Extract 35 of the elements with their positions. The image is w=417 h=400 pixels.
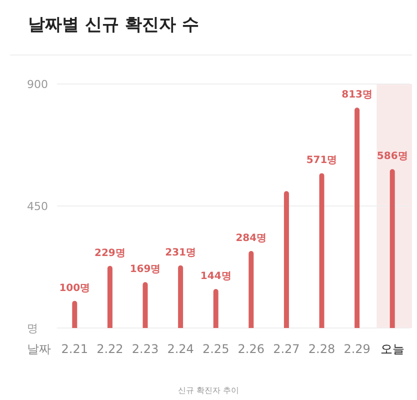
bar xyxy=(319,173,324,328)
x-tick-label: 2.24 xyxy=(167,342,194,356)
bar xyxy=(248,251,254,328)
chart-title: 날짜별 신규 확진자 수 xyxy=(28,15,199,35)
x-tick-label: 2.29 xyxy=(344,342,370,356)
data-label: 284명 xyxy=(236,233,267,244)
x-tick-label: 2.21 xyxy=(61,342,88,356)
y-tick-label: 450 xyxy=(27,200,48,213)
bar xyxy=(178,265,184,328)
bar xyxy=(213,288,218,328)
x-tick-label: 2.22 xyxy=(96,342,124,356)
bar xyxy=(72,300,78,328)
x-tick-label: 2.25 xyxy=(202,342,230,356)
data-label: 100명 xyxy=(59,282,90,294)
bar xyxy=(354,108,360,328)
data-label: 144명 xyxy=(200,270,232,282)
data-label: 169명 xyxy=(130,264,161,276)
data-label: 229명 xyxy=(94,248,126,259)
data-label: 813명 xyxy=(342,90,372,101)
data-label: 231명 xyxy=(165,247,196,258)
x-tick-label: 2.28 xyxy=(308,342,336,356)
x-tick-label: 2.26 xyxy=(238,342,265,356)
x-tick-label: 2.23 xyxy=(132,342,159,356)
x-tick-label: 오늘 xyxy=(380,342,404,356)
data-label: 571명 xyxy=(306,155,338,166)
y-tick-label: 명 xyxy=(27,322,38,335)
data-label: 586명 xyxy=(376,151,408,162)
text: 신규 확진자 추이 xyxy=(178,386,240,395)
bar xyxy=(284,191,289,328)
bar xyxy=(390,169,395,328)
y-tick-label: 900 xyxy=(27,78,48,91)
x-tick-label: 2.27 xyxy=(273,342,300,356)
bar xyxy=(107,266,112,328)
x-axis-title: 날짜 xyxy=(27,342,51,356)
bar xyxy=(142,282,148,328)
